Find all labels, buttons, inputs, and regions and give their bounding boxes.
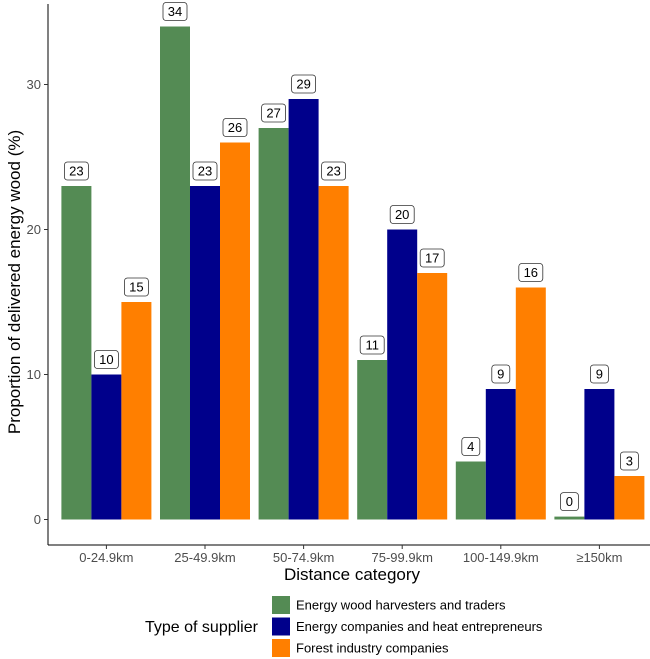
data-label-box [192,161,218,181]
bar [485,389,516,520]
y-tick-label: 30 [27,77,41,92]
legend-title: Type of supplier [145,619,259,636]
bar [160,26,190,520]
data-label-box [261,103,287,123]
data-label-box [64,161,89,181]
data-label: 34 [168,4,182,19]
x-tick-label: 100-149.9km [463,550,539,565]
data-label-box [560,492,579,512]
y-axis-title: Proportion of delivered energy wood (%) [5,130,24,434]
bar [515,287,546,520]
x-tick-label: 75-99.9km [371,550,432,565]
bar [387,229,418,520]
x-tick-label: 0-24.9km [79,550,133,565]
x-tick-label: ≥150km [576,550,622,565]
data-label: 11 [365,338,379,353]
bar [220,142,250,520]
data-label-box [419,248,445,268]
data-label: 23 [326,164,340,179]
data-label-box [620,451,639,471]
bars-layer [61,26,645,520]
data-label: 26 [228,120,242,135]
data-label: 20 [395,207,409,222]
data-label-box [359,335,385,355]
data-label-box [222,118,248,137]
data-label-box [590,364,609,384]
data-label-box [389,205,415,224]
data-label-box [491,364,511,384]
data-label: 16 [524,265,538,280]
data-label-box [321,161,347,181]
data-labels-layer: 23 10 15 34 23 26 27 29 23 11 20 17 4 9 16 0 9 3 [64,2,639,512]
data-label-box [291,74,317,94]
legend-key [272,639,290,657]
bar [61,186,92,520]
legend-label: Energy companies and heat entrepreneurs [296,619,543,634]
y-tick-label: 20 [27,222,41,237]
x-axis-title: Distance category [284,565,421,584]
legend: Type of supplier Energy wood harvesters … [145,596,543,657]
x-tick-label: 50-74.9km [273,550,334,565]
x-axis-ticks: 0-24.9km 25-49.9km 50-74.9km 75-99.9km 100-1… [79,545,622,565]
bar [614,476,645,520]
legend-key [272,596,290,614]
data-label-box [518,263,544,282]
legend-key [272,617,290,636]
data-label: 0 [566,494,573,509]
data-label-box [162,2,188,21]
y-tick-label: 10 [27,367,41,382]
data-label: 23 [198,164,212,179]
bar [554,516,585,520]
legend-label: Forest industry companies [296,641,449,656]
data-label: 3 [626,454,633,469]
data-label: 10 [99,352,113,367]
data-label: 15 [129,280,143,295]
x-tick-label: 25-49.9km [174,550,235,565]
data-label-box [461,437,481,456]
bar [584,389,615,520]
data-label-box [94,350,119,369]
bar [455,461,486,520]
bar [417,273,448,520]
bar [288,99,319,520]
y-tick-label: 0 [34,512,41,527]
bar [190,186,220,520]
data-label: 27 [266,106,280,121]
data-label: 23 [69,164,83,179]
bar [91,374,122,520]
legend-label: Energy wood harvesters and traders [296,598,506,613]
data-label: 4 [467,439,474,454]
y-axis-ticks: 0 10 20 30 [27,77,48,527]
data-label: 17 [425,251,439,266]
data-label: 9 [596,367,603,382]
bar [121,302,152,520]
data-label: 9 [497,367,504,382]
data-label: 29 [296,77,310,92]
data-label-box [124,277,149,297]
bar [258,128,289,520]
bar [318,186,349,520]
bar [357,360,388,520]
